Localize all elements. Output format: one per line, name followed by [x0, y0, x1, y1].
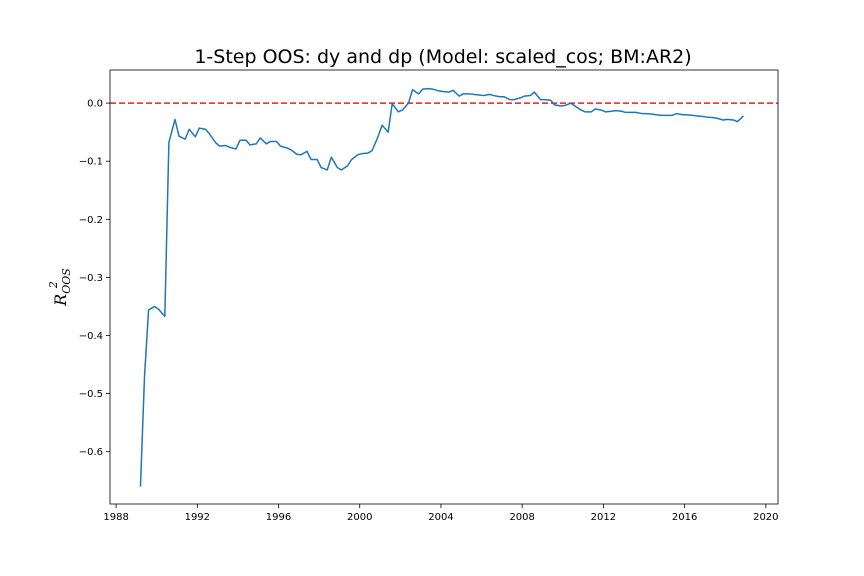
x-tick-label: 2004	[428, 512, 453, 523]
y-tick-label: −0.6	[79, 447, 103, 458]
y-tick-label: −0.1	[79, 157, 103, 168]
x-tick-label: 2008	[509, 512, 534, 523]
plot-frame	[109, 69, 779, 505]
plot-area	[110, 87, 778, 487]
x-tick-label: 2012	[591, 512, 616, 523]
x-axis: 1988 1992 1996 2000 2004 2008 2012 2016 2020	[103, 504, 779, 523]
x-tick-label: 2016	[672, 512, 697, 523]
x-tick-label: 1988	[103, 512, 128, 523]
series-line-0	[139, 87, 744, 487]
y-axis-label: ROOS2	[47, 268, 73, 307]
x-tick-label: 1992	[185, 512, 210, 523]
chart-title: 1-Step OOS: dy and dp (Model: scaled_cos…	[194, 46, 691, 68]
x-tick-label: 1996	[266, 512, 291, 523]
y-axis: 0.0 −0.1 −0.2 −0.3 −0.4 −0.5 −0.6	[79, 99, 110, 458]
y-tick-label: −0.3	[79, 273, 103, 284]
y-tick-label: −0.2	[79, 215, 103, 226]
x-tick-label: 2000	[347, 512, 372, 523]
y-tick-label: −0.4	[79, 331, 103, 342]
y-tick-label: 0.0	[87, 99, 103, 110]
y-tick-label: −0.5	[79, 389, 103, 400]
x-tick-label: 2020	[753, 512, 778, 523]
